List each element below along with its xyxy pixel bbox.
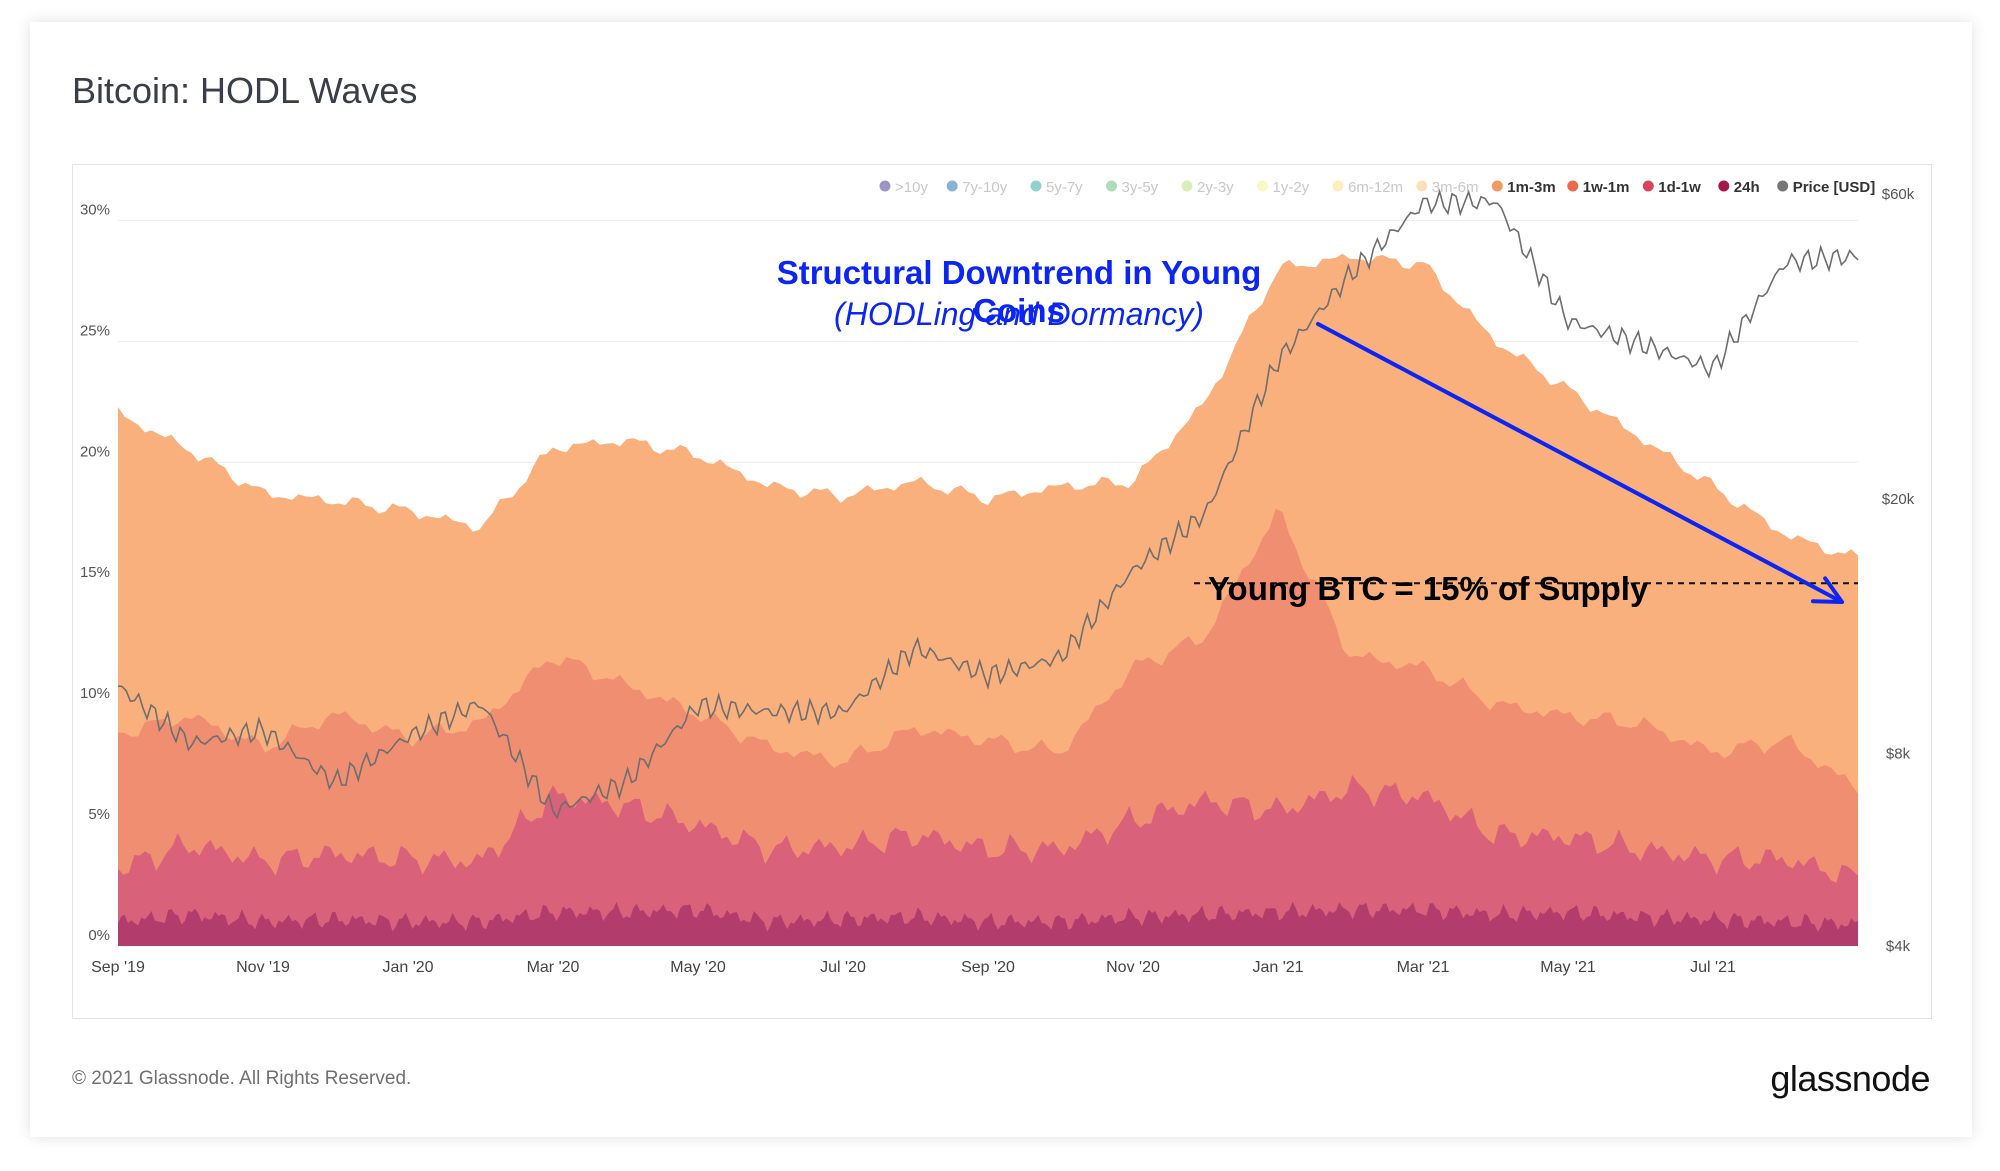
x-tick-label: Mar '20 — [527, 959, 580, 976]
legend-swatch — [1642, 180, 1654, 192]
legend-swatch — [1491, 180, 1503, 192]
legend-label: 5y-7y — [1046, 179, 1083, 196]
trend-arrow-head — [1810, 576, 1844, 604]
x-tick-label: Sep '19 — [91, 959, 145, 976]
legend-swatch — [1181, 180, 1193, 192]
y-right-tick-label: $60k — [1882, 186, 1915, 203]
hodl-waves-chart: 0%5%10%15%20%25%30%$4k$8k$20k$60kglassno… — [80, 179, 1915, 976]
plot-frame — [72, 164, 1932, 1019]
x-tick-label: Jul '21 — [1690, 959, 1736, 976]
y-left-tick-label: 20% — [80, 443, 110, 460]
legend-swatch — [1257, 180, 1268, 192]
legend-swatch — [879, 180, 891, 192]
young-btc-annotation: Young BTC = 15% of Supply — [1208, 570, 1649, 607]
y-right-tick-label: $4k — [1886, 938, 1911, 955]
legend-swatch — [1106, 180, 1117, 192]
x-tick-label: Nov '20 — [1106, 959, 1160, 976]
page-title: Bitcoin: HODL Waves — [72, 70, 418, 111]
y-left-tick-label: 30% — [80, 201, 110, 218]
trend-annotation-title: Structural Downtrend in Young Coins — [776, 254, 1262, 329]
x-tick-label: Nov '19 — [236, 959, 290, 976]
legend-label: Price [USD] — [1793, 179, 1876, 196]
area-1d-1w — [118, 775, 1858, 946]
legend-label: 3y-5y — [1122, 179, 1159, 196]
legend-swatch — [1777, 180, 1789, 192]
legend-swatch — [946, 180, 958, 192]
y-left-tick-label: 15% — [80, 564, 110, 581]
trend-annotation-subtitle: (HODLing and Dormancy) — [834, 296, 1204, 332]
legend-label: 1y-2y — [1273, 179, 1310, 196]
x-tick-label: Sep '20 — [961, 959, 1015, 976]
glassnode-logo: glassnode — [1770, 1058, 1930, 1099]
legend-swatch — [1332, 180, 1344, 192]
area-24h — [118, 901, 1858, 946]
legend-label: 7y-10y — [962, 179, 1008, 196]
legend-label: 24h — [1734, 179, 1760, 196]
copyright-text: © 2021 Glassnode. All Rights Reserved. — [72, 1068, 412, 1089]
legend-label: 3m-6m — [1432, 179, 1479, 196]
legend-swatch — [1416, 180, 1428, 192]
x-tick-label: Jul '20 — [820, 959, 866, 976]
legend-label: 1m-3m — [1507, 179, 1555, 196]
y-right-tick-label: $8k — [1886, 746, 1911, 763]
legend-label: 1d-1w — [1658, 179, 1701, 196]
trend-arrow — [1316, 322, 1844, 604]
legend-label: 1w-1m — [1583, 179, 1630, 196]
y-left-tick-label: 0% — [88, 927, 110, 944]
price-line — [117, 188, 1859, 820]
x-tick-label: Jan '21 — [1252, 959, 1303, 976]
legend-swatch — [1718, 180, 1730, 192]
y-right-tick-label: $20k — [1882, 491, 1915, 508]
x-tick-label: Jan '20 — [382, 959, 433, 976]
legend-label: 2y-3y — [1197, 179, 1234, 196]
legend-swatch — [1030, 180, 1042, 192]
y-left-tick-label: 5% — [88, 806, 110, 823]
x-tick-label: Mar '21 — [1397, 959, 1450, 976]
y-left-tick-label: 25% — [80, 322, 110, 339]
x-tick-label: May '20 — [670, 959, 726, 976]
legend-label: 6m-12m — [1348, 179, 1403, 196]
x-tick-label: May '21 — [1540, 959, 1596, 976]
legend-swatch — [1567, 180, 1579, 192]
y-left-tick-label: 10% — [80, 685, 110, 702]
legend-label: >10y — [895, 179, 928, 196]
